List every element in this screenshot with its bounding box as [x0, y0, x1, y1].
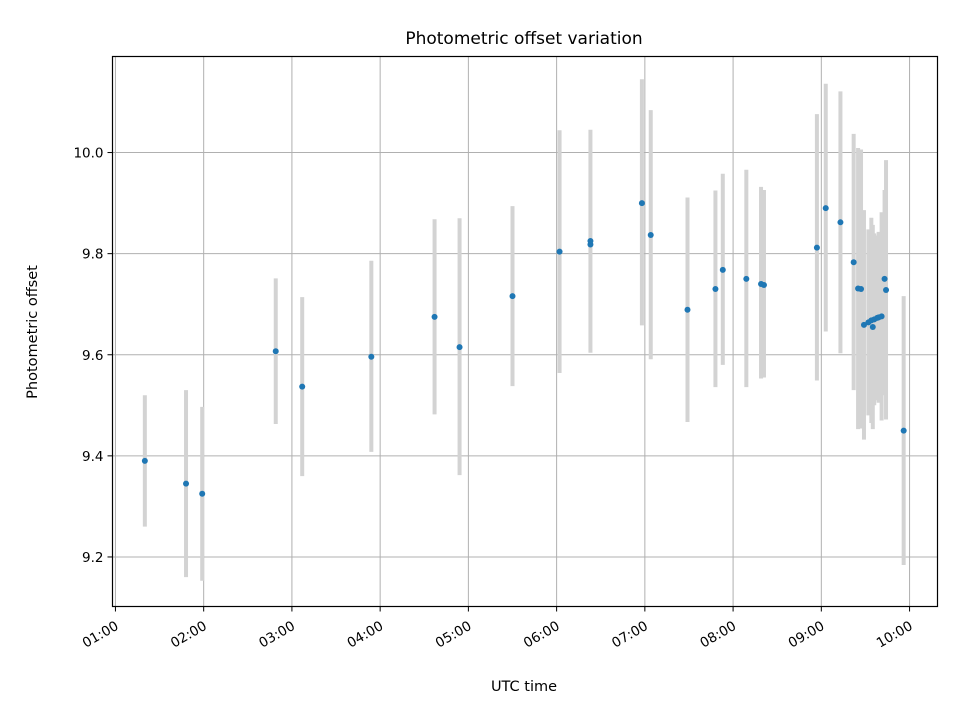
- data-point: [647, 231, 654, 238]
- y-axis-label: Photometric offset: [25, 265, 41, 399]
- data-point: [813, 244, 820, 251]
- y-tick-label: 9.4: [82, 449, 103, 465]
- data-point: [719, 266, 726, 273]
- y-tick-label: 9.8: [82, 247, 103, 263]
- data-point: [883, 287, 890, 294]
- data-point: [556, 248, 563, 255]
- data-point: [900, 427, 907, 434]
- data-point: [712, 286, 719, 293]
- data-point: [684, 306, 691, 313]
- data-point: [183, 480, 190, 487]
- data-point: [509, 293, 516, 300]
- chart-title: Photometric offset variation: [405, 29, 642, 49]
- y-tick-label: 9.6: [82, 348, 103, 364]
- y-tick-label: 9.2: [82, 550, 103, 566]
- x-axis-label: UTC time: [491, 679, 557, 695]
- data-point: [587, 238, 594, 245]
- y-tick-label: 10.0: [73, 146, 103, 162]
- data-point: [850, 259, 857, 266]
- data-point: [299, 383, 306, 390]
- data-point: [858, 286, 865, 293]
- data-point: [881, 275, 888, 282]
- data-point: [431, 313, 438, 320]
- data-point: [272, 348, 279, 355]
- data-point: [199, 490, 206, 497]
- data-point: [822, 205, 829, 212]
- data-point: [878, 313, 885, 320]
- data-points: [141, 200, 907, 497]
- data-point: [860, 321, 867, 328]
- grid: [112, 56, 938, 607]
- data-point: [638, 200, 645, 207]
- data-point: [760, 281, 767, 288]
- data-point: [141, 457, 148, 464]
- data-point: [368, 353, 375, 360]
- data-point: [743, 275, 750, 282]
- plot-frame: [111, 55, 939, 608]
- data-point: [869, 323, 876, 330]
- data-point: [456, 344, 463, 351]
- data-point: [837, 219, 844, 226]
